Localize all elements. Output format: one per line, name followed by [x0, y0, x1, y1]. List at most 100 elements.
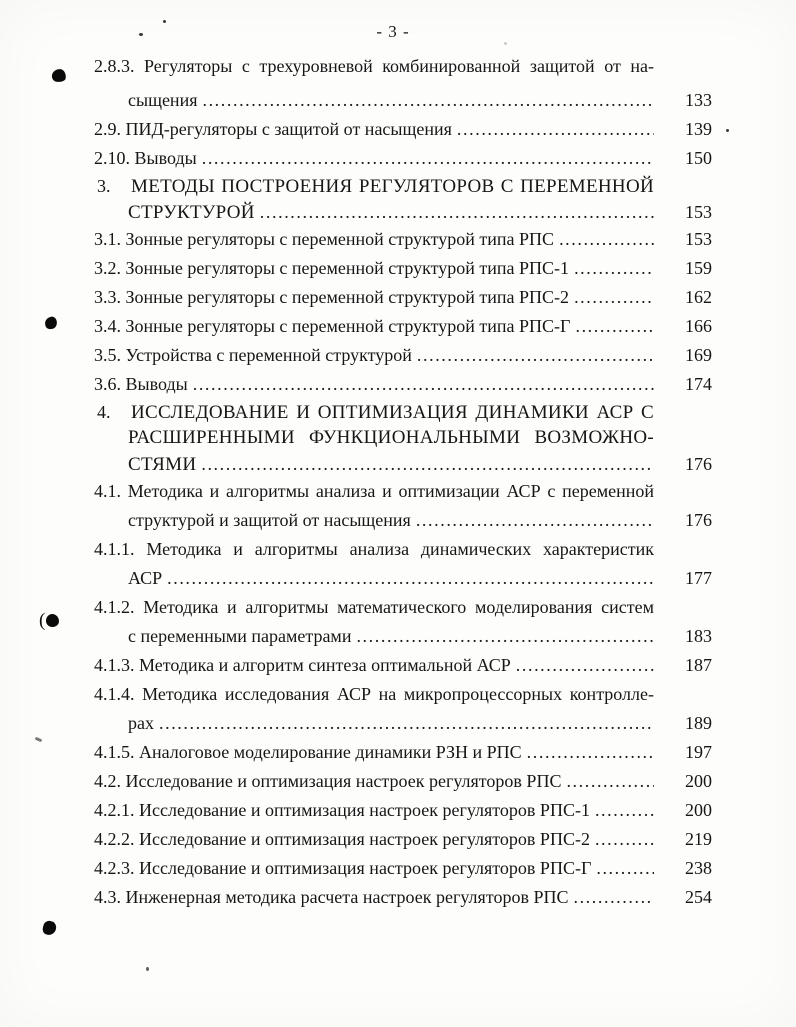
toc-line: 4.2. Исследование и оптимизация настроек… [94, 767, 712, 796]
dot-leader [568, 883, 654, 912]
toc-line-text: сыщения [128, 90, 198, 110]
toc-line-page: 200 [685, 800, 712, 820]
toc-line-page: 183 [685, 626, 712, 646]
toc-line-text: 4.2.3. Исследование и оптимизация настро… [94, 858, 592, 878]
toc-line-page: 166 [685, 316, 712, 336]
toc-line-text: 4.1.2. Методика и алгоритмы математическ… [94, 597, 654, 617]
dot-leader [197, 144, 654, 173]
toc-line-text: 2.9. ПИД-регуляторы с защитой от насыщен… [94, 119, 452, 139]
toc-line: 3.6. Выводы 174 [94, 370, 712, 399]
toc-line-text: 3.4. Зонные регуляторы с переменной стру… [94, 316, 571, 336]
toc-line-text: 3.6. Выводы [94, 374, 188, 394]
dot-leader [511, 651, 654, 680]
toc-line-text: 4.2.2. Исследование и оптимизация настро… [94, 829, 590, 849]
dot-leader [411, 506, 654, 535]
toc-line: 4.1.5. Аналоговое моделирование динамики… [94, 738, 712, 767]
toc-line: структурой и защитой от насыщения 176 [94, 506, 712, 535]
toc-line: 4. ИССЛЕДОВАНИЕ И ОПТИМИЗАЦИЯ ДИНАМИКИ А… [94, 399, 712, 425]
toc-line-page: 219 [685, 829, 712, 849]
toc-line-page: 254 [685, 887, 712, 907]
toc-line-page: 238 [685, 858, 712, 878]
toc-line-text: СТЯМИ [128, 454, 197, 475]
scan-speck [146, 967, 149, 971]
toc-line-text: АСР [128, 568, 163, 588]
toc-line-text: 4.1.1. Методика и алгоритмы анализа дина… [94, 539, 654, 559]
ink-blot [41, 919, 58, 937]
toc-line-page: 176 [685, 454, 712, 474]
toc-line: 4.1.4. Методика исследования АСР на микр… [94, 680, 712, 709]
toc-line-page: 139 [685, 119, 712, 139]
toc-line-page: 169 [685, 345, 712, 365]
dot-leader [188, 370, 654, 399]
toc-line: РАСШИРЕННЫМИ ФУНКЦИОНАЛЬНЫМИ ВОЗМОЖНО- [94, 425, 712, 451]
ink-blot [45, 613, 60, 628]
toc-line-text: 2.10. Выводы [94, 148, 197, 168]
dot-leader [154, 709, 654, 738]
dot-leader [569, 254, 654, 283]
toc-line-text: 3.5. Устройства с переменной структурой [94, 345, 412, 365]
toc-line-page: 200 [685, 771, 712, 791]
toc-line: 2.9. ПИД-регуляторы с защитой от насыщен… [94, 115, 712, 144]
scan-speck [504, 42, 507, 45]
dot-leader [570, 312, 654, 341]
scan-tick-mark [34, 736, 43, 743]
toc-line-text: 4.1. Методика и алгоритмы анализа и опти… [94, 481, 654, 501]
scan-speck [726, 129, 729, 132]
toc-line-text: рах [128, 713, 154, 733]
dot-leader [412, 341, 654, 370]
toc-line: 4.2.3. Исследование и оптимизация настро… [94, 854, 712, 883]
toc-line-text: 2.8.3. Регуляторы с трехуровневой комбин… [94, 56, 654, 76]
toc-line-text: 3.2. Зонные регуляторы с переменной стру… [94, 258, 570, 278]
dot-leader [590, 796, 654, 825]
toc-line: 4.1.1. Методика и алгоритмы анализа дина… [94, 535, 712, 564]
toc-line: 4.3. Инженерная методика расчета настрое… [94, 883, 712, 912]
dot-leader [197, 86, 654, 115]
dot-leader [255, 199, 654, 225]
toc-line-text: СТРУКТУРОЙ [128, 202, 255, 223]
toc-line-page: 153 [685, 202, 712, 222]
toc-line-text: 4.2. Исследование и оптимизация настроек… [94, 771, 562, 791]
toc-line: сыщения 133 [94, 86, 712, 115]
toc-line: 2.10. Выводы 150 [94, 144, 712, 173]
toc-line: АСР 177 [94, 564, 712, 593]
toc-line-page: 177 [685, 568, 712, 588]
dot-leader [554, 225, 654, 254]
toc-line: 4.1. Методика и алгоритмы анализа и опти… [94, 477, 712, 506]
toc-line: с переменными параметрами 183 [94, 622, 712, 651]
ink-blot [51, 68, 67, 83]
toc-line: СТРУКТУРОЙ 153 [94, 199, 712, 225]
dot-leader [452, 115, 654, 144]
dot-leader [522, 738, 654, 767]
toc-line: 4.2.1. Исследование и оптимизация настро… [94, 796, 712, 825]
toc-line-page: 133 [685, 90, 712, 110]
toc-line-number: 4. [97, 402, 111, 422]
dot-leader [351, 622, 654, 651]
toc-line-page: 150 [685, 148, 712, 168]
toc-line: СТЯМИ 176 [94, 451, 712, 477]
toc-line-page: 162 [685, 287, 712, 307]
dot-leader [561, 767, 654, 796]
toc-line-text: 4.1.4. Методика исследования АСР на микр… [94, 684, 654, 704]
toc-line-text: 3.3. Зонные регуляторы с переменной стру… [94, 287, 570, 307]
scan-paren-mark: ( [39, 610, 46, 631]
toc-line: 2.8.3. Регуляторы с трехуровневой комбин… [94, 52, 712, 81]
toc-line: 3.4. Зонные регуляторы с переменной стру… [94, 312, 712, 341]
toc-line-page: 187 [685, 655, 712, 675]
toc-line-text: РАСШИРЕННЫМИ ФУНКЦИОНАЛЬНЫМИ ВОЗМОЖНО- [128, 427, 654, 448]
toc-line: 4.2.2. Исследование и оптимизация настро… [94, 825, 712, 854]
toc-line-page: 159 [685, 258, 712, 278]
toc-line-text: 4.2.1. Исследование и оптимизация настро… [94, 800, 590, 820]
toc-line: 3.5. Устройства с переменной структурой … [94, 341, 712, 370]
toc-line-page: 176 [685, 510, 712, 530]
toc-line-page: 174 [685, 374, 712, 394]
toc-line: рах 189 [94, 709, 712, 738]
toc-line: 3.3. Зонные регуляторы с переменной стру… [94, 283, 712, 312]
dot-leader [569, 283, 654, 312]
dot-leader [590, 825, 654, 854]
toc-line-text: 4.3. Инженерная методика расчета настрое… [94, 887, 569, 907]
toc-line-page: 153 [685, 229, 712, 249]
toc-line-page: 189 [685, 713, 712, 733]
toc: 2.8.3. Регуляторы с трехуровневой комбин… [94, 52, 712, 912]
toc-line-text: с переменными параметрами [128, 626, 352, 646]
